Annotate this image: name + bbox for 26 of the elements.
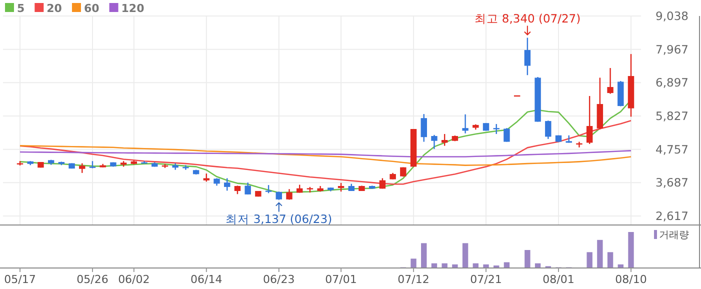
legend-label: 60: [84, 2, 100, 15]
legend-label: 120: [121, 2, 145, 15]
x-tick-label: 05/17: [4, 273, 36, 286]
y-tick-label: 4,757: [656, 142, 688, 156]
legend: 거래량: [654, 230, 689, 241]
x-tick-label: 08/01: [542, 273, 574, 286]
x-tick-label: 07/01: [325, 273, 357, 286]
y-tick-label: 3,687: [656, 176, 688, 190]
x-tick-label: 06/02: [118, 273, 150, 286]
x-tick-label: 05/26: [76, 273, 108, 286]
legend-label: 5: [17, 2, 25, 15]
annotation: 최고 8,340 (07/27): [474, 12, 581, 26]
x-tick-label: 06/23: [263, 273, 295, 286]
y-tick-label: 5,827: [656, 109, 688, 124]
x-tick-label: 07/21: [470, 273, 502, 286]
y-tick-label: 9,038: [656, 9, 688, 23]
y-tick-label: 6,897: [656, 76, 688, 90]
y-tick-label: 7,967: [656, 42, 688, 56]
annotation: 최저 3,137 (06/23): [226, 202, 332, 226]
x-tick-label: 08/10: [615, 273, 647, 286]
x-tick-label: 06/14: [190, 273, 222, 286]
annotation: 최고 8,340 (07/27): [474, 12, 581, 36]
annotation: 최저 3,137 (06/23): [226, 212, 332, 226]
x-tick-label: 07/12: [398, 273, 430, 286]
legend-label: 20: [46, 2, 62, 15]
y-tick-label: 2,617: [656, 209, 688, 223]
